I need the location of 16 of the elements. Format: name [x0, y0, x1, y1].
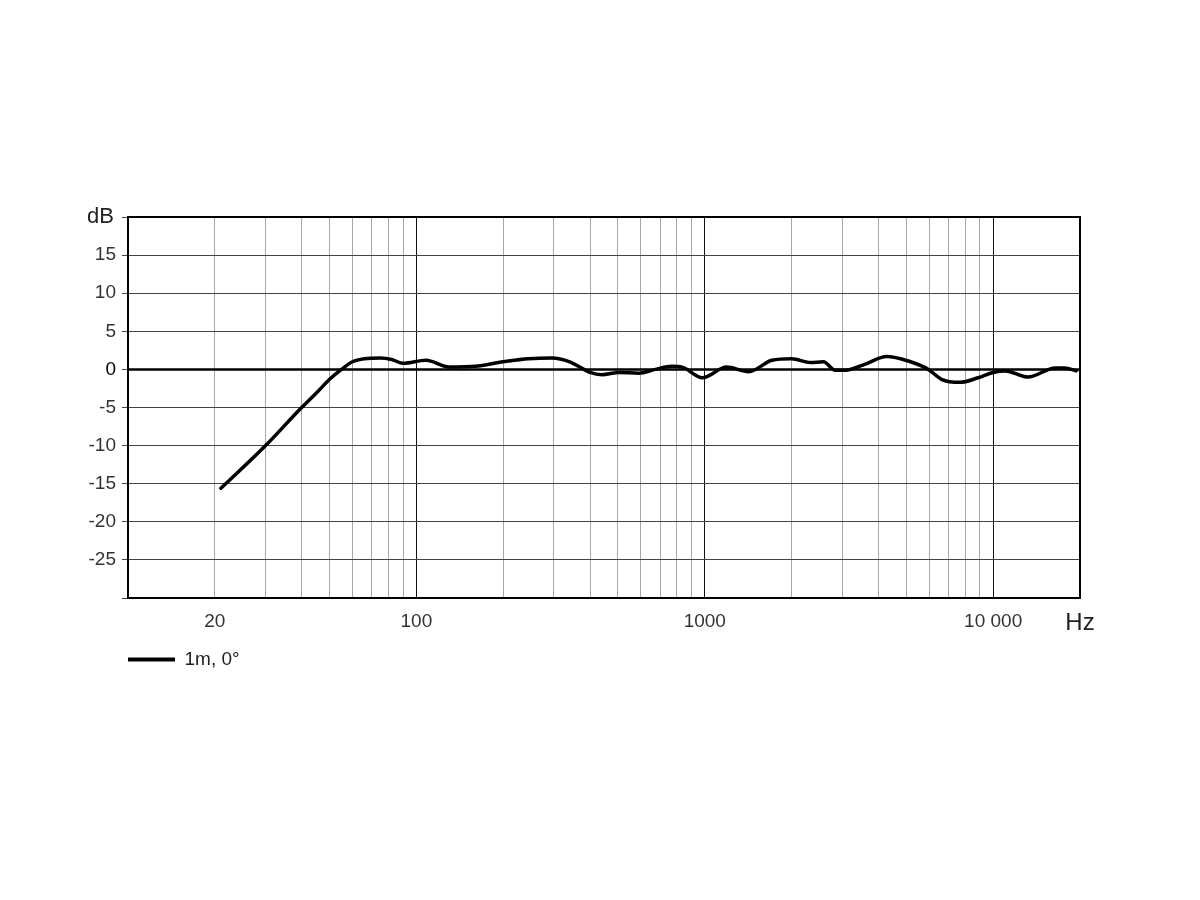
x-tick-label: 100 [400, 609, 433, 631]
y-tick-label: 15 [94, 243, 116, 265]
x-tick-label: 10 000 [964, 609, 1023, 631]
y-tick-label: 0 [105, 357, 116, 379]
x-tick-label: 1000 [683, 609, 726, 631]
x-axis-title: Hz [1065, 607, 1095, 635]
y-tick-label: -15 [88, 471, 116, 493]
y-axis-title: dB [87, 203, 114, 229]
y-tick-label: 10 [94, 281, 116, 303]
y-tick-label: -10 [88, 433, 116, 455]
y-tick-label: 5 [105, 319, 116, 341]
x-tick-label: 20 [204, 609, 226, 631]
legend-label: 1m, 0° [184, 647, 240, 669]
y-tick-label: -5 [99, 395, 116, 417]
y-tick-label: -25 [88, 548, 116, 570]
y-tick-label: -20 [88, 510, 116, 532]
